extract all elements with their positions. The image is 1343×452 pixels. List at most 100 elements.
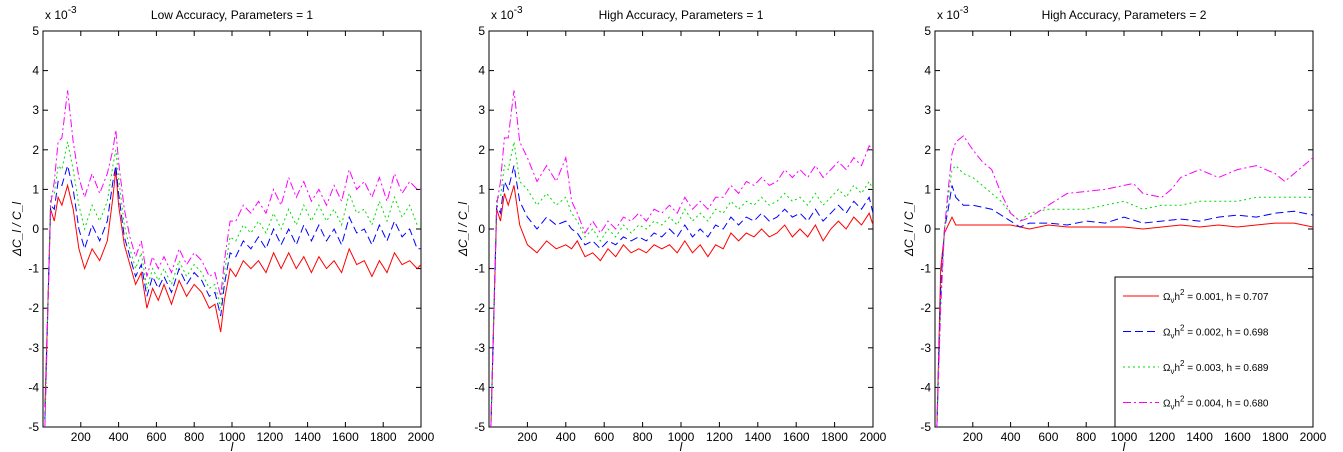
y-tick-label: 5 xyxy=(924,24,931,38)
legend-h: h xyxy=(1174,328,1180,339)
series-line-2 xyxy=(490,165,873,427)
y-tick-label: 1 xyxy=(924,182,931,196)
y-tick-label: 3 xyxy=(924,103,931,117)
legend-superscript: 2 xyxy=(1180,324,1185,333)
series-line-1 xyxy=(936,215,1313,427)
x-tick-label: 1200 xyxy=(256,430,283,444)
y-tick-label: -1 xyxy=(28,262,39,276)
y-tick-label: -5 xyxy=(28,420,39,434)
legend-value: = 0.002, h = 0.698 xyxy=(1185,328,1269,339)
series-line-3 xyxy=(936,164,1313,427)
y-tick-label: -5 xyxy=(474,420,485,434)
y-tick-label: -4 xyxy=(474,380,485,394)
y-tick-label: -4 xyxy=(28,380,39,394)
chart-title: High Accuracy, Parameters = 2 xyxy=(1042,8,1207,22)
x-tick-label: 1000 xyxy=(1111,430,1138,444)
x-tick-label: 200 xyxy=(71,430,91,444)
series-line-2 xyxy=(936,185,1313,427)
y-tick-label: 2 xyxy=(32,143,39,157)
series-group xyxy=(936,135,1313,427)
y-tick-label: 0 xyxy=(478,222,485,236)
y-exponent-power: -3 xyxy=(960,5,969,16)
y-tick-label: -1 xyxy=(474,262,485,276)
y-tick-label: -2 xyxy=(28,301,39,315)
x-tick-label: 400 xyxy=(556,430,576,444)
x-tick-label: 400 xyxy=(109,430,129,444)
legend-entry-2: Ωνh2 = 0.002, h = 0.698 xyxy=(1163,324,1269,341)
legend-superscript: 2 xyxy=(1180,395,1185,404)
y-tick-label: -3 xyxy=(474,341,485,355)
legend-box xyxy=(1114,276,1314,428)
series-group xyxy=(490,90,873,427)
y-axis-label: ΔC_l / C_l xyxy=(902,202,916,257)
y-exponent-base: x 10 xyxy=(45,8,68,22)
x-tick-label: 600 xyxy=(146,430,166,444)
x-tick-label: 2000 xyxy=(860,430,887,444)
legend-symbol: Ω xyxy=(1163,363,1171,374)
y-axis-label: ΔC_l / C_l xyxy=(10,202,24,257)
x-tick-label: 400 xyxy=(1001,430,1021,444)
chart-panel-3: 200 400 600 800 1000 1200 1400 1600 1800 2000 -5 -4… xyxy=(902,5,1327,452)
y-axis-label: ΔC_l / C_l xyxy=(456,202,470,257)
y-tick-label: 3 xyxy=(478,103,485,117)
series-line-3 xyxy=(490,141,873,427)
plot-frame xyxy=(488,30,874,428)
x-tick-label: 800 xyxy=(1076,430,1096,444)
legend-h: h xyxy=(1174,363,1180,374)
y-tick-label: -4 xyxy=(920,380,931,394)
legend-superscript: 2 xyxy=(1180,359,1185,368)
y-exponent-label: x 10-3 xyxy=(937,5,969,22)
y-tick-label: 3 xyxy=(32,103,39,117)
x-tick-label: 1600 xyxy=(783,430,810,444)
x-tick-label: 1800 xyxy=(370,430,397,444)
legend-entry-3: Ωνh2 = 0.003, h = 0.689 xyxy=(1163,359,1269,376)
x-tick-label: 2000 xyxy=(1300,430,1327,444)
y-exponent-power: -3 xyxy=(514,5,523,16)
legend-h: h xyxy=(1174,292,1180,303)
series-line-2 xyxy=(44,163,421,420)
y-tick-label: -2 xyxy=(920,301,931,315)
plot-frame xyxy=(42,30,422,428)
legend-value: = 0.003, h = 0.689 xyxy=(1185,363,1269,374)
y-tick-label: -5 xyxy=(920,420,931,434)
x-tick-label: 1200 xyxy=(1148,430,1175,444)
x-axis-label: l xyxy=(1123,440,1126,452)
legend-symbol: Ω xyxy=(1163,328,1171,339)
series-line-4 xyxy=(44,90,421,427)
chart-panel-1: 200 400 600 800 1000 1200 1400 1600 1800 2000 -5 -4… xyxy=(10,5,435,452)
x-tick-label: 800 xyxy=(633,430,653,444)
y-tick-label: 4 xyxy=(32,64,39,78)
x-tick-label: 200 xyxy=(963,430,983,444)
x-tick-label: 200 xyxy=(517,430,537,444)
legend-value: = 0.001, h = 0.707 xyxy=(1185,292,1269,303)
x-tick-label: 1800 xyxy=(821,430,848,444)
legend-value: = 0.004, h = 0.680 xyxy=(1185,399,1269,410)
x-tick-label: 1400 xyxy=(744,430,771,444)
legend-symbol: Ω xyxy=(1163,399,1171,410)
x-tick-label: 600 xyxy=(594,430,614,444)
legend-h: h xyxy=(1174,399,1180,410)
y-exponent-base: x 10 xyxy=(491,8,514,22)
series-group xyxy=(44,90,421,427)
x-tick-label: 1600 xyxy=(1224,430,1251,444)
series-line-4 xyxy=(490,90,873,427)
legend-subscript: ν xyxy=(1170,367,1174,376)
x-axis-label: l xyxy=(680,440,683,452)
x-tick-label: 1800 xyxy=(1262,430,1289,444)
y-tick-label: 2 xyxy=(924,143,931,157)
x-tick-label: 1000 xyxy=(219,430,246,444)
legend-subscript: ν xyxy=(1170,403,1174,412)
y-tick-label: 4 xyxy=(924,64,931,78)
y-exponent-label: x 10-3 xyxy=(491,5,523,22)
legend-entry-1: Ωνh2 = 0.001, h = 0.707 xyxy=(1163,288,1269,305)
y-tick-label: -3 xyxy=(28,341,39,355)
x-tick-label: 1600 xyxy=(332,430,359,444)
x-tick-label: 600 xyxy=(1038,430,1058,444)
chart-title: Low Accuracy, Parameters = 1 xyxy=(151,8,314,22)
y-tick-label: 1 xyxy=(32,182,39,196)
y-tick-label: 4 xyxy=(478,64,485,78)
y-tick-label: 5 xyxy=(478,24,485,38)
legend-superscript: 2 xyxy=(1180,288,1185,297)
x-tick-label: 1200 xyxy=(706,430,733,444)
